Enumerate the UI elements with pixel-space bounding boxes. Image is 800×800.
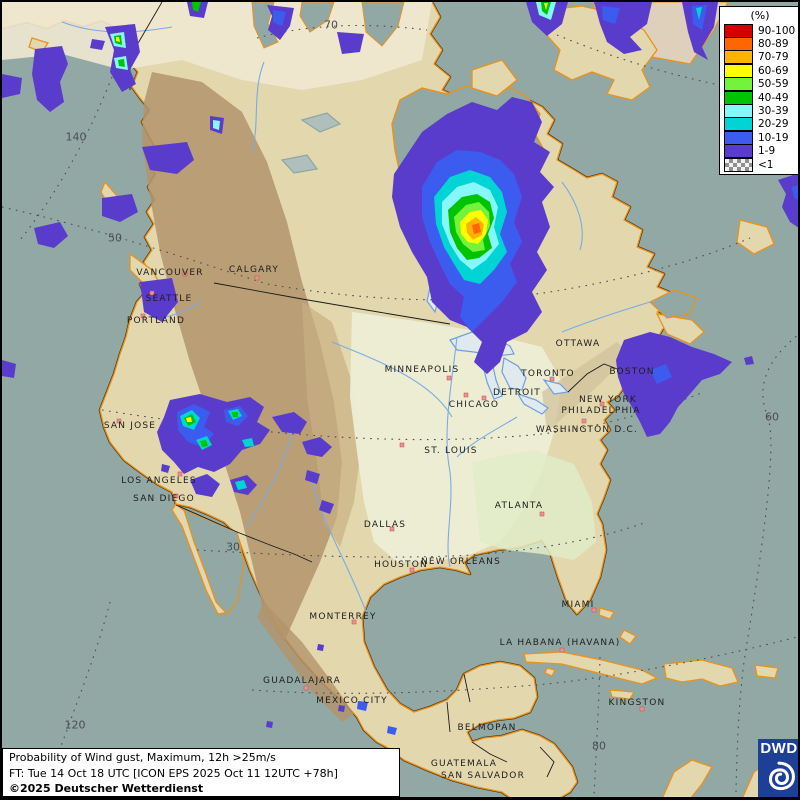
- legend-row: 90-100: [720, 23, 798, 38]
- city-label-san-salvador: SAN SALVADOR: [440, 771, 526, 781]
- city-label-new-orleans: NEW ORLEANS: [420, 557, 502, 567]
- legend-swatch-lt1: [724, 157, 753, 172]
- city-markers: [116, 271, 645, 712]
- legend-label: 1-9: [758, 145, 776, 158]
- gulfs: [183, 289, 698, 615]
- legend-label: 10-19: [758, 131, 789, 144]
- rivers: [61, 21, 651, 615]
- legend-swatch-90-100: [724, 23, 753, 38]
- legend-swatch-20-29: [724, 117, 753, 132]
- legend-title: (%): [750, 9, 770, 22]
- legend-swatch-60-69: [724, 63, 753, 78]
- legend-label: 30-39: [758, 105, 789, 118]
- city-label-calgary: CALGARY: [228, 265, 280, 275]
- city-label-miami: MIAMI: [561, 600, 595, 610]
- grid-label-140: 140: [65, 130, 87, 144]
- probability-blobs: [2, 2, 798, 735]
- city-label-minneapolis: MINNEAPOLIS: [384, 365, 460, 375]
- probability-legend: (%) 90-100 80-89 70-79 60-69 50-59 40-49…: [719, 6, 798, 176]
- city-label-atlanta: ATLANTA: [494, 501, 544, 511]
- city-label-mexico-city: MEXICO CITY: [316, 696, 388, 706]
- grid-label-50: 50: [108, 231, 122, 245]
- city-label-detroit: DETROIT: [492, 388, 542, 398]
- city-label-boston: BOSTON: [609, 367, 655, 377]
- legend-label: <1: [758, 158, 774, 171]
- dwd-spiral-icon: [768, 761, 795, 791]
- legend-row: 50-59: [720, 77, 798, 92]
- legend-row: <1: [720, 157, 798, 172]
- terrain-shading: [2, 2, 630, 722]
- legend-label: 60-69: [758, 64, 789, 77]
- grid-label-120: 120: [64, 718, 86, 732]
- product-title: Probability of Wind gust, Maximum, 12h >…: [9, 751, 276, 764]
- city-label-guatemala: GUATEMALA: [430, 759, 498, 769]
- city-label-monterrey: MONTERREY: [309, 612, 377, 622]
- legend-swatch-1-9: [724, 144, 753, 159]
- city-label-la-habana: LA HABANA (HAVANA): [499, 638, 621, 648]
- city-label-kingston: KINGSTON: [608, 698, 666, 708]
- legend-row: 70-79: [720, 50, 798, 65]
- legend-swatch-10-19: [724, 130, 753, 145]
- grid-label-60: 60: [765, 410, 779, 424]
- dwd-logo: DWD: [758, 739, 798, 797]
- legend-label: 70-79: [758, 51, 789, 64]
- city-label-ottawa: OTTAWA: [555, 339, 601, 349]
- legend-label: 50-59: [758, 78, 789, 91]
- legend-label: 40-49: [758, 91, 789, 104]
- city-label-chicago: CHICAGO: [448, 400, 500, 410]
- grid-label-70: 70: [324, 18, 338, 32]
- forecast-time: FT: Tue 14 Oct 18 UTC [ICON EPS 2025 Oct…: [9, 766, 338, 780]
- city-label-portland: PORTLAND: [126, 316, 186, 326]
- legend-swatch-50-59: [724, 77, 753, 92]
- city-label-washington-dc: WASHINGTON D.C.: [535, 425, 639, 435]
- grid-label-30: 30: [226, 540, 240, 554]
- city-label-philadelphia: PHILADELPHIA: [561, 406, 641, 416]
- city-label-dallas: DALLAS: [363, 520, 407, 530]
- legend-row: 10-19: [720, 130, 798, 145]
- grid-label-80: 80: [592, 739, 606, 753]
- city-label-seattle: SEATTLE: [145, 294, 193, 304]
- city-label-toronto: TORONTO: [521, 369, 575, 379]
- city-label-san-jose: SAN JOSE: [103, 421, 157, 431]
- legend-swatch-80-89: [724, 37, 753, 52]
- legend-swatch-40-49: [724, 90, 753, 105]
- product-info-box: Probability of Wind gust, Maximum, 12h >…: [2, 748, 400, 797]
- borders: [129, 2, 651, 778]
- city-label-san-diego: SAN DIEGO: [133, 494, 195, 504]
- city-label-houston: HOUSTON: [374, 560, 428, 570]
- legend-row: 60-69: [720, 63, 798, 78]
- legend-label: 80-89: [758, 38, 789, 51]
- city-label-vancouver: VANCOUVER: [136, 268, 204, 278]
- legend-label: 20-29: [758, 118, 789, 131]
- legend-row: 1-9: [720, 144, 798, 159]
- legend-swatch-70-79: [724, 50, 753, 65]
- city-label-belmopan: BELMOPAN: [457, 723, 517, 733]
- city-label-st-louis: ST. LOUIS: [424, 446, 478, 456]
- bottom-border: [2, 797, 798, 798]
- arctic-channels: [251, 2, 405, 49]
- legend-row: 20-29: [720, 117, 798, 132]
- legend-row: 80-89: [720, 37, 798, 52]
- legend-row: 40-49: [720, 90, 798, 105]
- city-label-guadalajara: GUADALAJARA: [263, 676, 341, 686]
- legend-row: 30-39: [720, 104, 798, 119]
- dwd-logo-text: DWD: [760, 740, 798, 757]
- copyright: ©2025 Deutscher Wetterdienst: [9, 782, 204, 795]
- legend-label: 90-100: [758, 24, 796, 37]
- city-label-new-york: NEW YORK: [578, 395, 638, 405]
- city-label-los-angeles: LOS ANGELES: [121, 476, 197, 486]
- legend-swatch-30-39: [724, 104, 753, 119]
